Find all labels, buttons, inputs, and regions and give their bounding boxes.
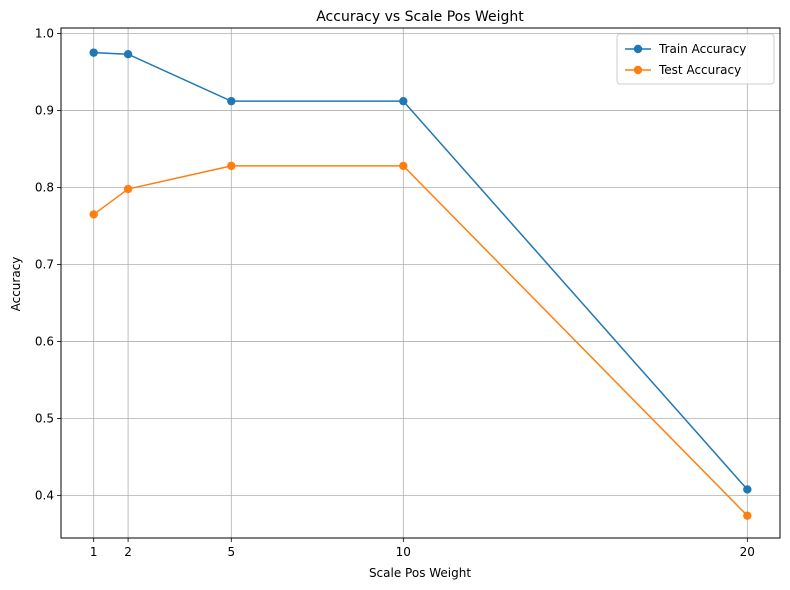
legend-box xyxy=(616,33,775,85)
data-point xyxy=(399,96,408,106)
legend-marker xyxy=(633,44,643,54)
data-point xyxy=(123,184,133,194)
legend: Train Accuracy Test Accuracy xyxy=(616,33,775,85)
data-point xyxy=(89,210,98,219)
x-tick-label: 20 xyxy=(740,545,755,559)
legend-label: Test Accuracy xyxy=(658,63,741,77)
x-tick-label: 2 xyxy=(124,545,132,559)
y-tick-label: 0.9 xyxy=(35,103,54,117)
y-tick-label: 0.7 xyxy=(35,258,54,272)
y-axis-label: Accuracy xyxy=(9,257,23,312)
legend-marker xyxy=(633,65,643,75)
data-point xyxy=(399,161,408,171)
y-tick-label: 0.8 xyxy=(35,180,54,194)
x-tick-label: 1 xyxy=(90,545,98,559)
y-tick-label: 0.5 xyxy=(35,412,54,426)
y-tick-label: 0.4 xyxy=(35,489,54,503)
data-point xyxy=(227,96,236,106)
x-tick-label: 10 xyxy=(396,545,411,559)
data-point xyxy=(743,511,752,520)
series-group xyxy=(89,48,752,520)
data-point xyxy=(89,48,98,57)
data-point xyxy=(743,485,752,494)
axis-ticks: 1 2 5 10 20 0.4 0.5 0.6 0.7 0.8 0.9 1.0 xyxy=(35,26,755,559)
plot-frame xyxy=(60,27,781,539)
chart-title: Accuracy vs Scale Pos Weight xyxy=(316,9,524,25)
x-axis-label: Scale Pos Weight xyxy=(369,566,471,580)
data-point xyxy=(123,49,133,59)
data-point xyxy=(227,161,236,171)
x-tick-label: 5 xyxy=(227,545,235,559)
grid-lines xyxy=(61,28,780,538)
y-tick-label: 1.0 xyxy=(35,26,54,40)
legend-label: Train Accuracy xyxy=(658,42,746,56)
y-tick-label: 0.6 xyxy=(35,335,54,349)
